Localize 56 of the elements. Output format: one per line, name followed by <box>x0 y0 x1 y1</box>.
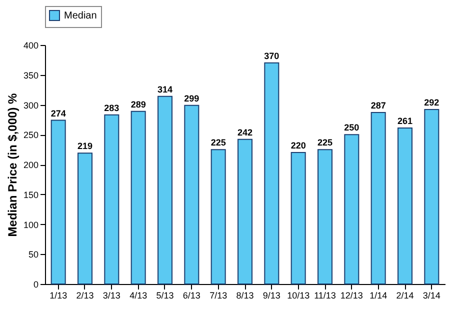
bar <box>210 149 226 284</box>
data-label: 292 <box>424 98 440 108</box>
x-tick-label: 3/14 <box>422 290 440 300</box>
y-tick-label: 50 <box>28 250 38 260</box>
bar <box>78 152 92 284</box>
data-label: 220 <box>290 140 306 151</box>
x-tick-label: 9/13 <box>262 290 280 300</box>
data-label: 274 <box>50 108 66 118</box>
x-tick-label: 3/13 <box>102 290 120 300</box>
bar <box>184 104 200 284</box>
x-tick-label: 2/13 <box>76 290 94 300</box>
bar <box>370 112 386 284</box>
bar <box>130 110 146 284</box>
x-tick-label: 8/13 <box>236 290 254 300</box>
x-tick-label: 7/13 <box>210 290 228 300</box>
y-tick-label: 250 <box>23 130 38 140</box>
data-label: 299 <box>184 93 200 104</box>
x-tick-label: 1/14 <box>370 290 388 300</box>
bar <box>264 62 280 284</box>
data-label: 283 <box>104 102 120 113</box>
x-tick-label: 4/13 <box>130 290 148 300</box>
bar <box>344 134 360 284</box>
data-label: 225 <box>210 138 226 148</box>
x-tick-label: 2/14 <box>396 290 414 300</box>
x-tick-label: 1/13 <box>50 290 68 300</box>
data-label: 289 <box>130 99 146 110</box>
data-label: 314 <box>157 84 173 94</box>
bar <box>398 128 412 284</box>
y-tick-label: 100 <box>23 220 38 230</box>
bar <box>290 152 306 284</box>
x-tick-label: 5/13 <box>156 290 174 300</box>
data-label: 219 <box>77 141 93 152</box>
data-label: 242 <box>237 127 253 138</box>
legend-label: Median <box>64 10 97 22</box>
bar <box>104 114 120 284</box>
x-tick-label: 10/13 <box>287 290 310 300</box>
x-tick-label: 6/13 <box>182 290 200 300</box>
y-tick-label: 400 <box>23 40 38 50</box>
y-tick-label: 350 <box>23 70 38 80</box>
bar <box>424 109 440 284</box>
bar <box>318 149 332 284</box>
bar <box>238 138 252 284</box>
y-axis-title: Median Price (in $,000) % <box>5 92 20 237</box>
y-tick-label: 300 <box>23 100 38 110</box>
data-label: 250 <box>344 122 360 133</box>
data-label: 261 <box>397 116 413 126</box>
x-tick-label: 12/13 <box>340 290 363 300</box>
data-label: 370 <box>264 50 280 61</box>
data-label: 225 <box>317 138 333 148</box>
x-tick-label: 11/13 <box>314 290 336 300</box>
data-label: 287 <box>370 100 386 111</box>
y-tick-label: 150 <box>23 190 38 200</box>
bar <box>158 96 172 284</box>
bar <box>50 120 66 284</box>
y-tick-label: 0 <box>33 280 38 290</box>
y-tick-label: 200 <box>23 160 38 170</box>
